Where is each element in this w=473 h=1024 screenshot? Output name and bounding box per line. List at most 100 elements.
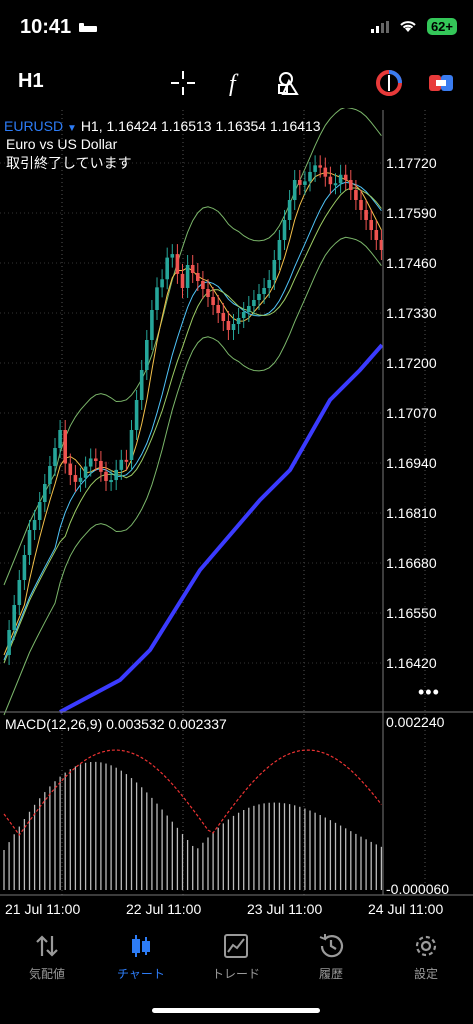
candle-body	[262, 288, 266, 294]
candle-body	[313, 165, 317, 172]
tab-label: チャート	[117, 967, 165, 981]
candle-body	[58, 430, 62, 448]
candle-body	[83, 466, 88, 478]
candle-body	[359, 200, 363, 210]
candle-body	[99, 460, 103, 472]
candle-body	[88, 458, 93, 467]
status-bar: 10:41 62+	[0, 0, 473, 58]
tab-label: 気配値	[28, 967, 65, 981]
candle-body	[53, 448, 57, 466]
trade-chart-icon	[189, 931, 283, 961]
drawing-objects-icon[interactable]	[272, 66, 306, 100]
candle-body	[221, 313, 226, 321]
candle-body	[292, 180, 297, 200]
candle-body	[338, 174, 343, 184]
candle-body	[257, 294, 261, 300]
chart-toolbar: H1 f	[0, 60, 473, 106]
status-icons: 62+	[370, 18, 457, 35]
tab-label: 設定	[413, 967, 438, 981]
candle-body	[287, 200, 292, 220]
one-click-trading-icon[interactable]	[424, 66, 458, 100]
candle-body	[369, 220, 373, 230]
indicator-function-icon[interactable]: f	[219, 66, 253, 100]
time-tick: 24 Jul 11:00	[368, 901, 444, 917]
candle-body	[364, 210, 368, 220]
price-tick: 1.17590	[386, 205, 437, 221]
candle-body	[180, 273, 185, 288]
price-chart[interactable]	[0, 108, 473, 928]
time-tick: 23 Jul 11:00	[247, 901, 323, 917]
bottom-tab-bar: 気配値 チャート トレード 履歴 設定	[0, 928, 473, 1024]
candle-body	[134, 400, 139, 430]
tab-chart[interactable]: チャート	[94, 928, 188, 982]
candle-body	[190, 265, 195, 273]
candle-body	[282, 220, 287, 240]
symbol-name[interactable]: EURUSD	[4, 118, 64, 134]
crosshair-icon[interactable]	[166, 66, 200, 100]
candle-body	[73, 475, 78, 482]
candle-body	[104, 471, 108, 481]
candle-body	[323, 167, 328, 177]
candle-body	[354, 190, 358, 200]
candlestick-icon	[94, 931, 188, 961]
symbol-dropdown-icon[interactable]: ▼	[67, 123, 77, 134]
candle-body	[7, 630, 11, 655]
candle-body	[267, 280, 271, 288]
candle-body	[201, 281, 205, 289]
candle-body	[37, 502, 42, 520]
price-tick: 1.17200	[386, 355, 437, 371]
candle-body	[43, 484, 47, 502]
bollinger-lower	[3, 236, 382, 716]
price-tick: 1.17330	[386, 305, 437, 321]
price-tick: 1.17460	[386, 255, 437, 271]
candle-body	[185, 265, 190, 288]
candle-body	[247, 306, 251, 312]
candle-body	[63, 430, 67, 464]
candle-body	[303, 181, 307, 185]
chart-symbol-line: EURUSD ▼ H1, 1.16424 1.16513 1.16354 1.1…	[4, 118, 321, 134]
candle-body	[226, 321, 231, 330]
candle-body	[139, 370, 144, 400]
candle-body	[318, 165, 322, 168]
candle-body	[129, 430, 134, 460]
macd-axis-top: 0.002240	[386, 714, 445, 730]
history-clock-icon	[284, 931, 378, 961]
candle-body	[155, 287, 159, 310]
signal-icon	[370, 20, 389, 33]
signals-icon[interactable]	[372, 66, 406, 100]
tab-trade[interactable]: トレード	[189, 928, 283, 982]
candle-body	[349, 180, 353, 190]
price-tick: 1.17070	[386, 405, 437, 421]
time-tick: 21 Jul 11:00	[5, 901, 81, 917]
candle-body	[236, 318, 241, 324]
home-indicator	[152, 1008, 320, 1013]
chart-grid	[0, 110, 426, 895]
timeframe-button[interactable]: H1	[18, 70, 44, 92]
symbol-description: Euro vs US Dollar	[6, 136, 118, 152]
candle-body	[298, 180, 302, 185]
price-tick: 1.16940	[386, 455, 437, 471]
ohlc-values: H1, 1.16424 1.16513 1.16354 1.16413	[80, 118, 321, 134]
tab-history[interactable]: 履歴	[284, 928, 378, 982]
candle-body	[343, 174, 348, 180]
macd-signal	[3, 749, 382, 837]
candle-body	[175, 254, 180, 274]
candle-body	[32, 520, 37, 530]
candle-body	[27, 530, 32, 555]
candle-body	[308, 171, 312, 182]
candle-body	[333, 183, 338, 186]
tab-settings[interactable]: 設定	[379, 928, 473, 982]
candle-body	[328, 176, 333, 185]
more-options-button[interactable]: •••	[418, 682, 440, 702]
tab-quotes[interactable]: 気配値	[0, 928, 94, 982]
price-tick: 1.16550	[386, 605, 437, 621]
candle-body	[211, 297, 215, 305]
price-tick: 1.16420	[386, 655, 437, 671]
candlesticks	[7, 155, 384, 665]
time-tick: 22 Jul 11:00	[126, 901, 202, 917]
candle-body	[374, 230, 379, 240]
candle-body	[22, 555, 27, 580]
macd-axis-bottom: -0.000060	[386, 881, 450, 897]
candle-body	[114, 469, 118, 481]
svg-text:f: f	[229, 71, 239, 97]
